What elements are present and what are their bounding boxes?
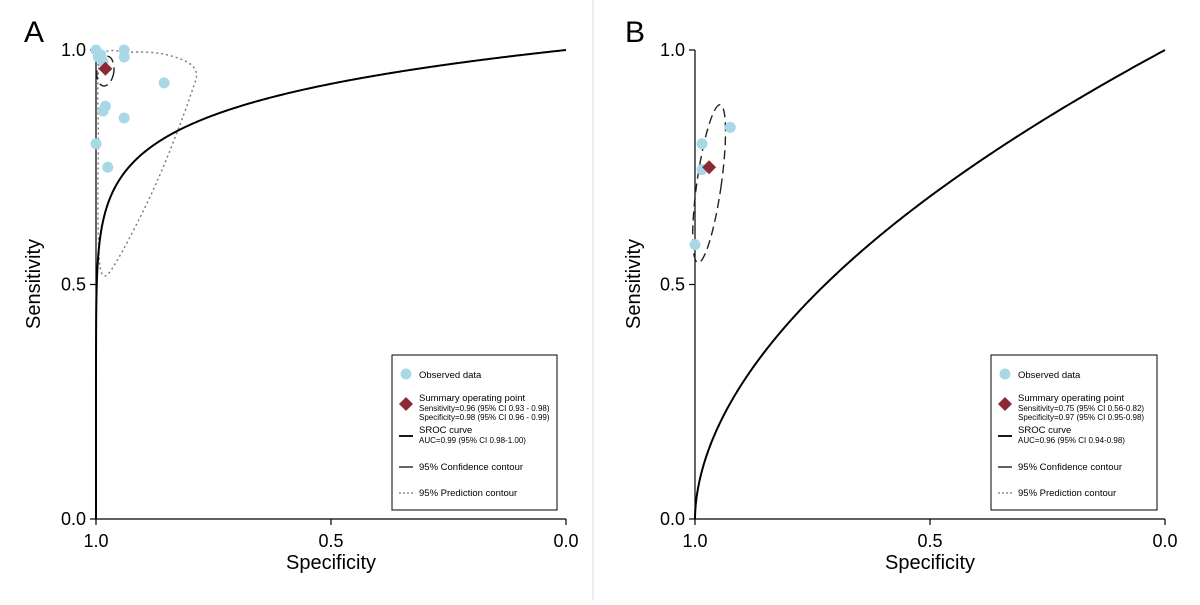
legend-observed-marker-b [999, 368, 1011, 380]
observed-point-b [696, 138, 708, 150]
legend-sublabel-a: AUC=0.99 (95% CI 0.98-1.00) [419, 436, 526, 445]
summary-operating-point-b [702, 160, 717, 175]
legend-label-a: Observed data [419, 370, 482, 381]
sroc-curve-b [694, 49, 1166, 519]
legend-sublabel-a: Specificity=0.98 (95% CI 0.96 - 0.99) [419, 413, 550, 422]
y-tick-label-a: 1.0 [61, 40, 86, 60]
chart-panel-b: B Sensitivity Specificity 1.0 0.5 0.0 0.0 0.… [593, 0, 1200, 600]
legend-label-a: Summary operating point [419, 393, 525, 404]
prediction-contour-a [97, 49, 198, 277]
legend-label-b: Summary operating point [1018, 393, 1124, 404]
legend-box-b [990, 354, 1158, 511]
observed-point-b [689, 239, 701, 251]
observed-point-a [118, 112, 130, 124]
observed-point-a [118, 51, 130, 63]
y-axis-label-a: Sensitivity [23, 239, 45, 329]
summary-operating-point-a [98, 61, 113, 76]
y-tick-label-b: 0.0 [660, 509, 685, 529]
x-tick-label-a: 0.5 [318, 531, 343, 551]
y-axis-label-b: Sensitivity [623, 239, 645, 329]
legend-label-b: SROC curve [1018, 425, 1071, 436]
y-tick-label-a: 0.0 [61, 509, 86, 529]
legend-label-b: 95% Confidence contour [1018, 462, 1122, 473]
x-tick-label-a: 0.0 [553, 531, 578, 551]
confidence-contour-b [691, 103, 727, 264]
sroc-curve-a [95, 49, 567, 519]
legend-sublabel-a: Sensitivity=0.96 (95% CI 0.93 - 0.98) [419, 404, 550, 413]
observed-point-a [158, 77, 170, 89]
x-tick-label-b: 0.0 [1152, 531, 1177, 551]
x-axis-label-a: Specificity [286, 552, 376, 574]
observed-point-a [102, 161, 114, 173]
legend-observed-marker-a [400, 368, 412, 380]
sroc-chart-a: A Sensitivity Specificity 1.0 0.5 0.0 0.0 0.… [23, 16, 579, 574]
legend-summary-marker-a [399, 397, 413, 411]
legend-label-a: SROC curve [419, 425, 472, 436]
legend-sublabel-b: Specificity=0.97 (95% CI 0.95-0.98) [1018, 413, 1144, 422]
y-tick-label-a: 0.5 [61, 275, 86, 295]
x-tick-label-b: 1.0 [682, 531, 707, 551]
x-tick-label-b: 0.5 [917, 531, 942, 551]
x-tick-label-a: 1.0 [83, 531, 108, 551]
legend-sublabel-b: AUC=0.96 (95% CI 0.94-0.98) [1018, 436, 1125, 445]
y-tick-label-b: 0.5 [660, 275, 685, 295]
panel-label-a: A [24, 16, 44, 49]
observed-point-b [724, 121, 736, 133]
x-axis-label-b: Specificity [885, 552, 975, 574]
observed-point-a [90, 138, 102, 150]
confidence-contour-a [96, 55, 115, 87]
observed-point-a [97, 105, 109, 117]
legend-label-a: 95% Prediction contour [419, 488, 517, 499]
legend-summary-marker-b [998, 397, 1012, 411]
sroc-chart-b: B Sensitivity Specificity 1.0 0.5 0.0 0.0 0.… [623, 16, 1178, 574]
panel-divider [592, 0, 594, 600]
legend-sublabel-b: Sensitivity=0.75 (95% CI 0.56-0.82) [1018, 404, 1144, 413]
legend-box-a [391, 354, 558, 511]
panel-label-b: B [625, 16, 645, 49]
legend-label-b: Observed data [1018, 370, 1081, 381]
chart-panel-a: A Sensitivity Specificity 1.0 0.5 0.0 0.0 0.… [0, 0, 593, 600]
legend-label-a: 95% Confidence contour [419, 462, 523, 473]
y-tick-label-b: 1.0 [660, 40, 685, 60]
legend-label-b: 95% Prediction contour [1018, 488, 1116, 499]
